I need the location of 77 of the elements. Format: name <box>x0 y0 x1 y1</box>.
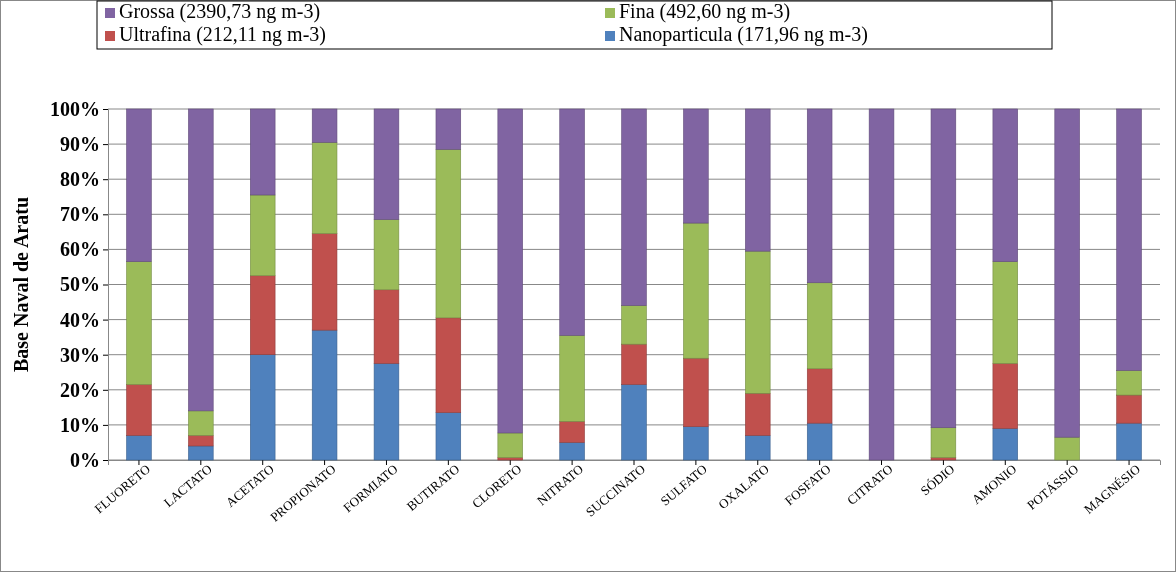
bar <box>311 108 338 143</box>
bar <box>806 368 833 424</box>
bar <box>621 108 647 306</box>
bar <box>188 435 214 447</box>
bar <box>188 108 214 412</box>
bar <box>373 289 400 364</box>
bar <box>126 384 152 436</box>
bar <box>250 354 276 461</box>
bar <box>250 275 276 355</box>
legend-label: Nanoparticula (171,96 ng m-3) <box>619 23 868 46</box>
bar <box>497 108 523 434</box>
bar <box>806 108 833 284</box>
bar <box>992 428 1018 461</box>
y-tick-label: 10% <box>60 413 100 436</box>
y-tick-label: 20% <box>60 378 100 401</box>
bar <box>126 435 152 461</box>
legend-label: Ultrafina (212,11 ng m-3) <box>119 23 326 46</box>
bar <box>621 384 647 461</box>
bar <box>1054 108 1080 438</box>
bar <box>992 108 1018 262</box>
bar <box>1116 370 1142 396</box>
y-tick-label: 40% <box>60 308 100 331</box>
y-tick-label: 90% <box>60 133 100 155</box>
bar <box>1054 436 1080 461</box>
bar <box>250 108 276 196</box>
bar <box>435 317 462 413</box>
bar <box>126 261 152 385</box>
legend-label: Grossa (2390,73 ng m-3) <box>119 0 321 23</box>
bar <box>559 442 585 461</box>
bar <box>621 343 647 385</box>
y-tick-label: 100% <box>50 97 100 120</box>
bar <box>621 305 647 345</box>
bar <box>745 250 771 394</box>
bar <box>683 108 709 224</box>
bar <box>745 393 771 436</box>
y-tick-label: 70% <box>60 203 100 226</box>
bar <box>930 457 957 461</box>
bar <box>559 335 585 422</box>
bar <box>435 149 462 319</box>
bar <box>559 421 585 443</box>
bar <box>1116 108 1142 371</box>
bar <box>126 108 152 262</box>
bar <box>311 329 338 461</box>
y-tick-label: 50% <box>60 273 100 296</box>
bar <box>1116 422 1142 461</box>
bar <box>435 412 462 461</box>
y-tick-label: 30% <box>60 343 100 366</box>
bar <box>745 435 771 461</box>
bar <box>373 363 400 461</box>
bar <box>1116 394 1142 424</box>
bar <box>806 282 833 370</box>
bar <box>188 410 214 436</box>
bar <box>311 233 338 331</box>
bar <box>188 445 214 461</box>
bar <box>930 108 957 429</box>
bar <box>250 194 276 277</box>
bar <box>683 357 709 427</box>
bar <box>497 457 523 461</box>
bar <box>435 108 462 150</box>
y-tick-label: 80% <box>60 168 100 191</box>
bar <box>745 108 771 252</box>
bar <box>806 422 833 461</box>
bar <box>373 108 400 220</box>
bar <box>868 108 895 461</box>
y-tick-label: 60% <box>60 238 100 261</box>
bar <box>497 432 523 458</box>
y-tick-label: 0% <box>70 448 100 471</box>
bar <box>559 108 585 336</box>
bar <box>992 363 1018 429</box>
bar <box>930 427 957 458</box>
bar <box>311 142 338 234</box>
bar <box>683 426 709 461</box>
bar <box>373 219 400 291</box>
y-axis-title: Base Naval de Aratu <box>10 197 32 372</box>
legend-label: Fina (492,60 ng m-3) <box>619 0 791 23</box>
bar <box>683 222 709 359</box>
bar <box>992 261 1018 364</box>
